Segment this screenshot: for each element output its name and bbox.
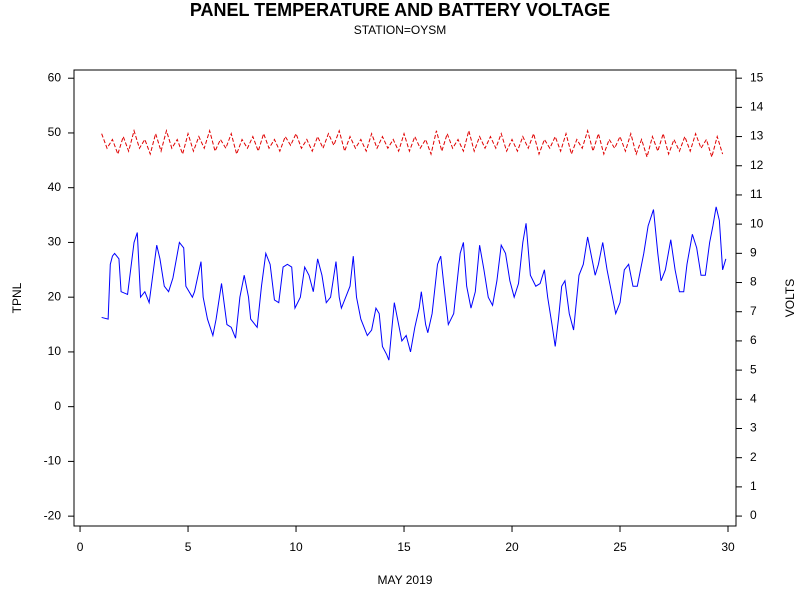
x-tick-label: 10 xyxy=(289,540,303,554)
x-tick-label: 30 xyxy=(721,540,735,554)
y-tick-label: 20 xyxy=(48,289,62,303)
plot-frame xyxy=(73,69,737,527)
x-tick-label: 0 xyxy=(77,540,84,554)
temperature-line xyxy=(101,206,727,361)
y2-axis-label: VOLTS xyxy=(783,279,797,317)
x-axis-label: MAY 2019 xyxy=(378,573,433,587)
y2-tick-label: 14 xyxy=(750,100,764,114)
y2-tick-label: 5 xyxy=(750,362,757,376)
y-tick-label: 50 xyxy=(48,125,62,139)
voltage-line xyxy=(101,128,724,159)
x-tick-label: 20 xyxy=(505,540,519,554)
chart-title: PANEL TEMPERATURE AND BATTERY VOLTAGE xyxy=(190,0,610,20)
y2-tick-label: 11 xyxy=(750,187,763,201)
y-axis-label: TPNL xyxy=(10,282,24,313)
y2-tick-label: 10 xyxy=(750,216,764,230)
y2-tick-label: 12 xyxy=(750,158,764,172)
y2-tick-label: 13 xyxy=(750,129,764,143)
chart-subtitle: STATION=OYSM xyxy=(354,23,447,37)
x-tick-label: 5 xyxy=(185,540,192,554)
y2-tick-label: 6 xyxy=(750,333,757,347)
x-tick-label: 25 xyxy=(613,540,627,554)
y2-tick-label: 8 xyxy=(750,275,757,289)
y2-tick-label: 9 xyxy=(750,246,757,260)
y2-tick-label: 1 xyxy=(750,479,757,493)
y2-tick-label: 7 xyxy=(750,304,757,318)
y-tick-label: 0 xyxy=(54,399,61,413)
y-tick-label: -10 xyxy=(44,454,62,468)
y-tick-label: -20 xyxy=(44,508,62,522)
y2-tick-label: 0 xyxy=(750,508,757,522)
y2-tick-label: 3 xyxy=(750,421,757,435)
y2-tick-label: 2 xyxy=(750,450,757,464)
y2-tick-label: 15 xyxy=(750,70,764,84)
y-tick-label: 40 xyxy=(48,180,62,194)
y-tick-label: 60 xyxy=(48,70,62,84)
y-tick-label: 10 xyxy=(48,344,62,358)
y-tick-label: 30 xyxy=(48,235,62,249)
x-tick-label: 15 xyxy=(397,540,411,554)
y2-tick-label: 4 xyxy=(750,391,757,405)
